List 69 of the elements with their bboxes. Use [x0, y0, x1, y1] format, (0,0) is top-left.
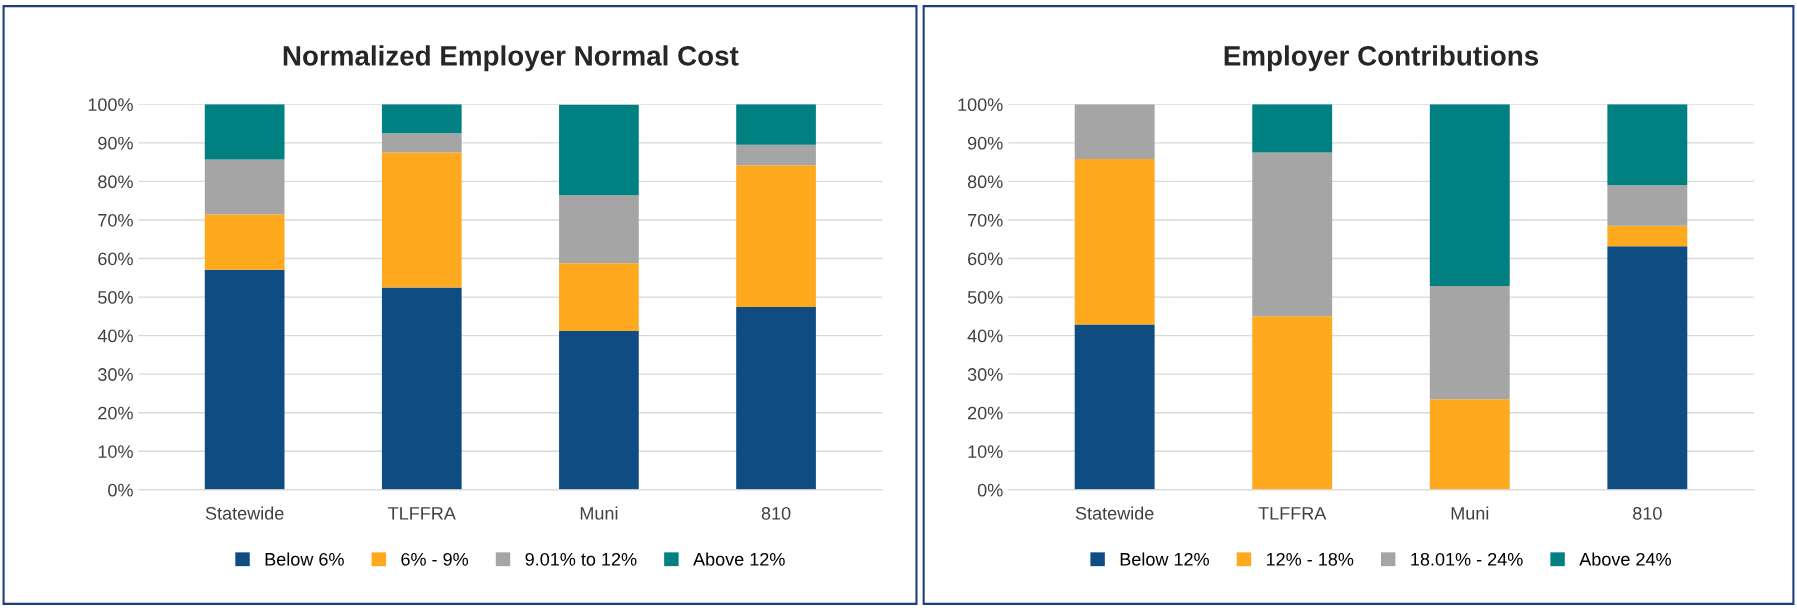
y-tick-label: 20%	[968, 406, 1003, 420]
y-tick-label: 60%	[968, 252, 1003, 266]
legend-label: 6% - 9%	[401, 552, 469, 566]
bar	[1607, 225, 1688, 247]
x-tick-label: Statewide	[205, 506, 284, 520]
y-tick-label: 40%	[97, 329, 133, 343]
bar	[381, 152, 462, 288]
bar	[1074, 159, 1155, 325]
bar	[1607, 185, 1688, 226]
bar	[559, 195, 639, 264]
bar	[1252, 104, 1333, 153]
bar	[736, 307, 816, 490]
legend-label: Below 6%	[265, 552, 344, 566]
bar	[204, 214, 285, 270]
legend-label: 18.01% - 24%	[1411, 552, 1523, 566]
y-tick-label: 30%	[967, 368, 1003, 381]
y-tick-label: 50%	[967, 291, 1003, 304]
bar	[1074, 324, 1155, 490]
y-tick-label: 0%	[977, 483, 1003, 497]
y-tick-label: 60%	[98, 252, 133, 266]
y-tick-label: 10%	[98, 445, 133, 458]
bar	[204, 104, 285, 160]
chart-title: Employer Contributions	[1224, 45, 1539, 72]
bar	[1607, 246, 1688, 490]
bar	[736, 165, 816, 308]
bar	[381, 104, 462, 134]
x-tick-label: TLFFRA	[1258, 507, 1327, 520]
y-tick-label: 30%	[98, 368, 133, 381]
bar	[204, 159, 285, 215]
y-tick-label: 0%	[108, 483, 133, 497]
bar	[1429, 285, 1510, 400]
bar	[559, 104, 639, 196]
x-tick-label: Muni	[1451, 506, 1489, 520]
x-tick-label: 810	[761, 506, 791, 520]
bar	[559, 331, 639, 490]
bar	[1252, 152, 1333, 317]
y-tick-label: 70%	[968, 213, 1003, 227]
bar	[381, 133, 462, 153]
y-tick-label: 40%	[967, 329, 1003, 343]
x-tick-label: Statewide	[1075, 506, 1154, 520]
legend-label: Above 24%	[1579, 552, 1671, 566]
x-tick-label: Muni	[580, 506, 618, 520]
chart-title: Normalized Employer Normal Cost	[283, 45, 739, 72]
bar	[1429, 399, 1510, 490]
y-tick-label: 100%	[88, 98, 133, 112]
bar	[736, 144, 816, 166]
bar	[204, 269, 285, 490]
bar	[1607, 104, 1688, 186]
y-tick-label: 20%	[98, 406, 133, 420]
bar	[381, 287, 462, 490]
bar	[1429, 104, 1510, 286]
y-tick-label: 50%	[98, 291, 133, 304]
bar	[1074, 104, 1155, 160]
legend-label: Above 12%	[693, 552, 785, 566]
y-tick-label: 80%	[98, 175, 133, 189]
y-tick-label: 90%	[967, 136, 1003, 150]
y-tick-label: 10%	[968, 445, 1003, 458]
legend-label: 12% - 18%	[1266, 552, 1354, 566]
y-tick-label: 100%	[958, 98, 1003, 112]
x-tick-label: 810	[1633, 506, 1662, 520]
bar	[1252, 316, 1333, 490]
bar	[559, 263, 639, 331]
legend-label: Below 12%	[1120, 552, 1209, 566]
legend-label: 9.01% to 12%	[525, 552, 637, 566]
y-tick-label: 90%	[98, 136, 133, 150]
y-tick-label: 80%	[967, 175, 1003, 189]
bar	[736, 104, 816, 145]
y-tick-label: 70%	[98, 213, 133, 227]
x-tick-label: TLFFRA	[388, 507, 456, 520]
